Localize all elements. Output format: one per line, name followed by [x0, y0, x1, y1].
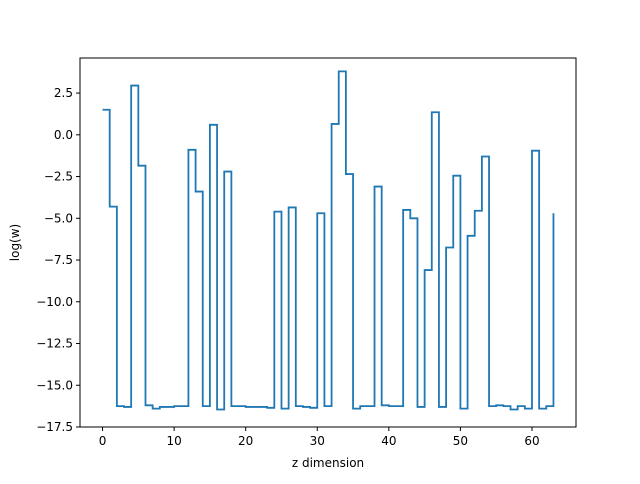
- x-tick-label: 30: [310, 434, 325, 448]
- x-tick-label: 50: [453, 434, 468, 448]
- y-tick-label: −7.5: [44, 253, 73, 267]
- x-tick-label: 20: [238, 434, 253, 448]
- y-tick-label: 0.0: [54, 128, 73, 142]
- series-line: [102, 70, 555, 411]
- axes-frame: [79, 57, 577, 428]
- y-axis-label: log(w): [8, 224, 22, 261]
- y-tick-label: −12.5: [36, 337, 73, 351]
- y-tick-label: −5.0: [44, 211, 73, 225]
- y-tick-label: 2.5: [54, 86, 73, 100]
- y-tick-label: −2.5: [44, 170, 73, 184]
- x-tick-label: 0: [99, 434, 107, 448]
- plot-area: [79, 57, 577, 428]
- x-tick-label: 60: [524, 434, 539, 448]
- x-tick-label: 40: [381, 434, 396, 448]
- x-axis-ticks: 0 10 20 30 40 50 60: [99, 427, 540, 448]
- y-tick-label: −15.0: [36, 378, 73, 392]
- y-tick-label: −17.5: [36, 420, 73, 434]
- x-axis-label: z dimension: [292, 456, 364, 470]
- y-tick-label: −10.0: [36, 295, 73, 309]
- x-tick-label: 10: [166, 434, 181, 448]
- y-axis-ticks: −17.5 −15.0 −12.5 −10.0 −7.5 −5.0 −2.5 0.0 2.5: [36, 86, 80, 434]
